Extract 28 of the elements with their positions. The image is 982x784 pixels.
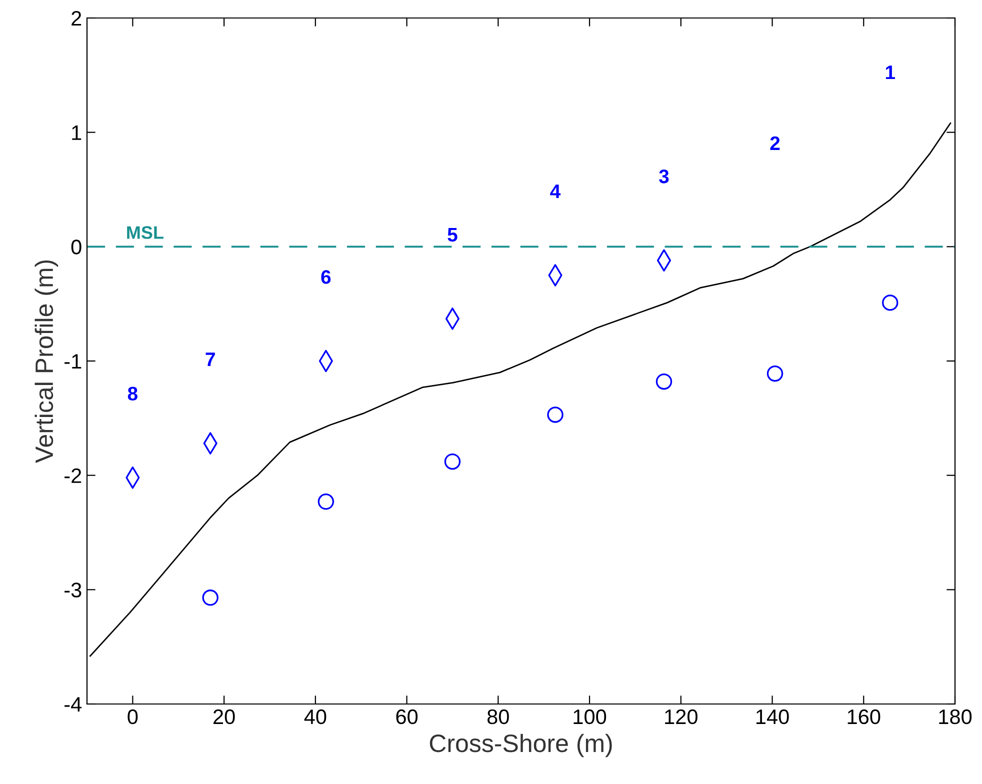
y-tick-label: 0 <box>71 240 82 254</box>
x-tick-label: 180 <box>939 709 972 724</box>
annotation: 5 <box>448 228 458 242</box>
x-axis-title: Cross-Shore (m) <box>430 734 612 758</box>
y-tick-label: 1 <box>72 126 82 140</box>
x-tick-label: 100 <box>574 709 606 724</box>
annotation: 1 <box>886 66 895 80</box>
x-tick-label: 60 <box>396 709 418 724</box>
x-tick-label: 160 <box>848 709 880 724</box>
annotation: 7 <box>206 352 215 366</box>
annotation: 2 <box>770 136 780 150</box>
y-tick-label: -1 <box>64 354 82 369</box>
annotation: 6 <box>321 270 331 284</box>
y-tick-label: -3 <box>64 582 82 598</box>
annotation: 4 <box>550 184 561 198</box>
x-tick-label: 120 <box>665 709 698 724</box>
annotation: 3 <box>659 170 669 184</box>
x-tick-label: 80 <box>487 709 509 724</box>
y-tick-label: -2 <box>64 468 82 483</box>
x-tick-label: 140 <box>756 709 789 724</box>
y-tick-label: -4 <box>64 697 82 712</box>
ref-line-label: MSL <box>127 226 164 239</box>
annotation: 8 <box>128 386 138 401</box>
x-tick-label: 20 <box>214 709 235 724</box>
x-tick-label: 0 <box>128 709 138 724</box>
y-tick-label: 2 <box>72 11 82 26</box>
x-tick-label: 40 <box>304 709 326 724</box>
y-axis-title: Vertical Profile (m) <box>34 260 58 463</box>
